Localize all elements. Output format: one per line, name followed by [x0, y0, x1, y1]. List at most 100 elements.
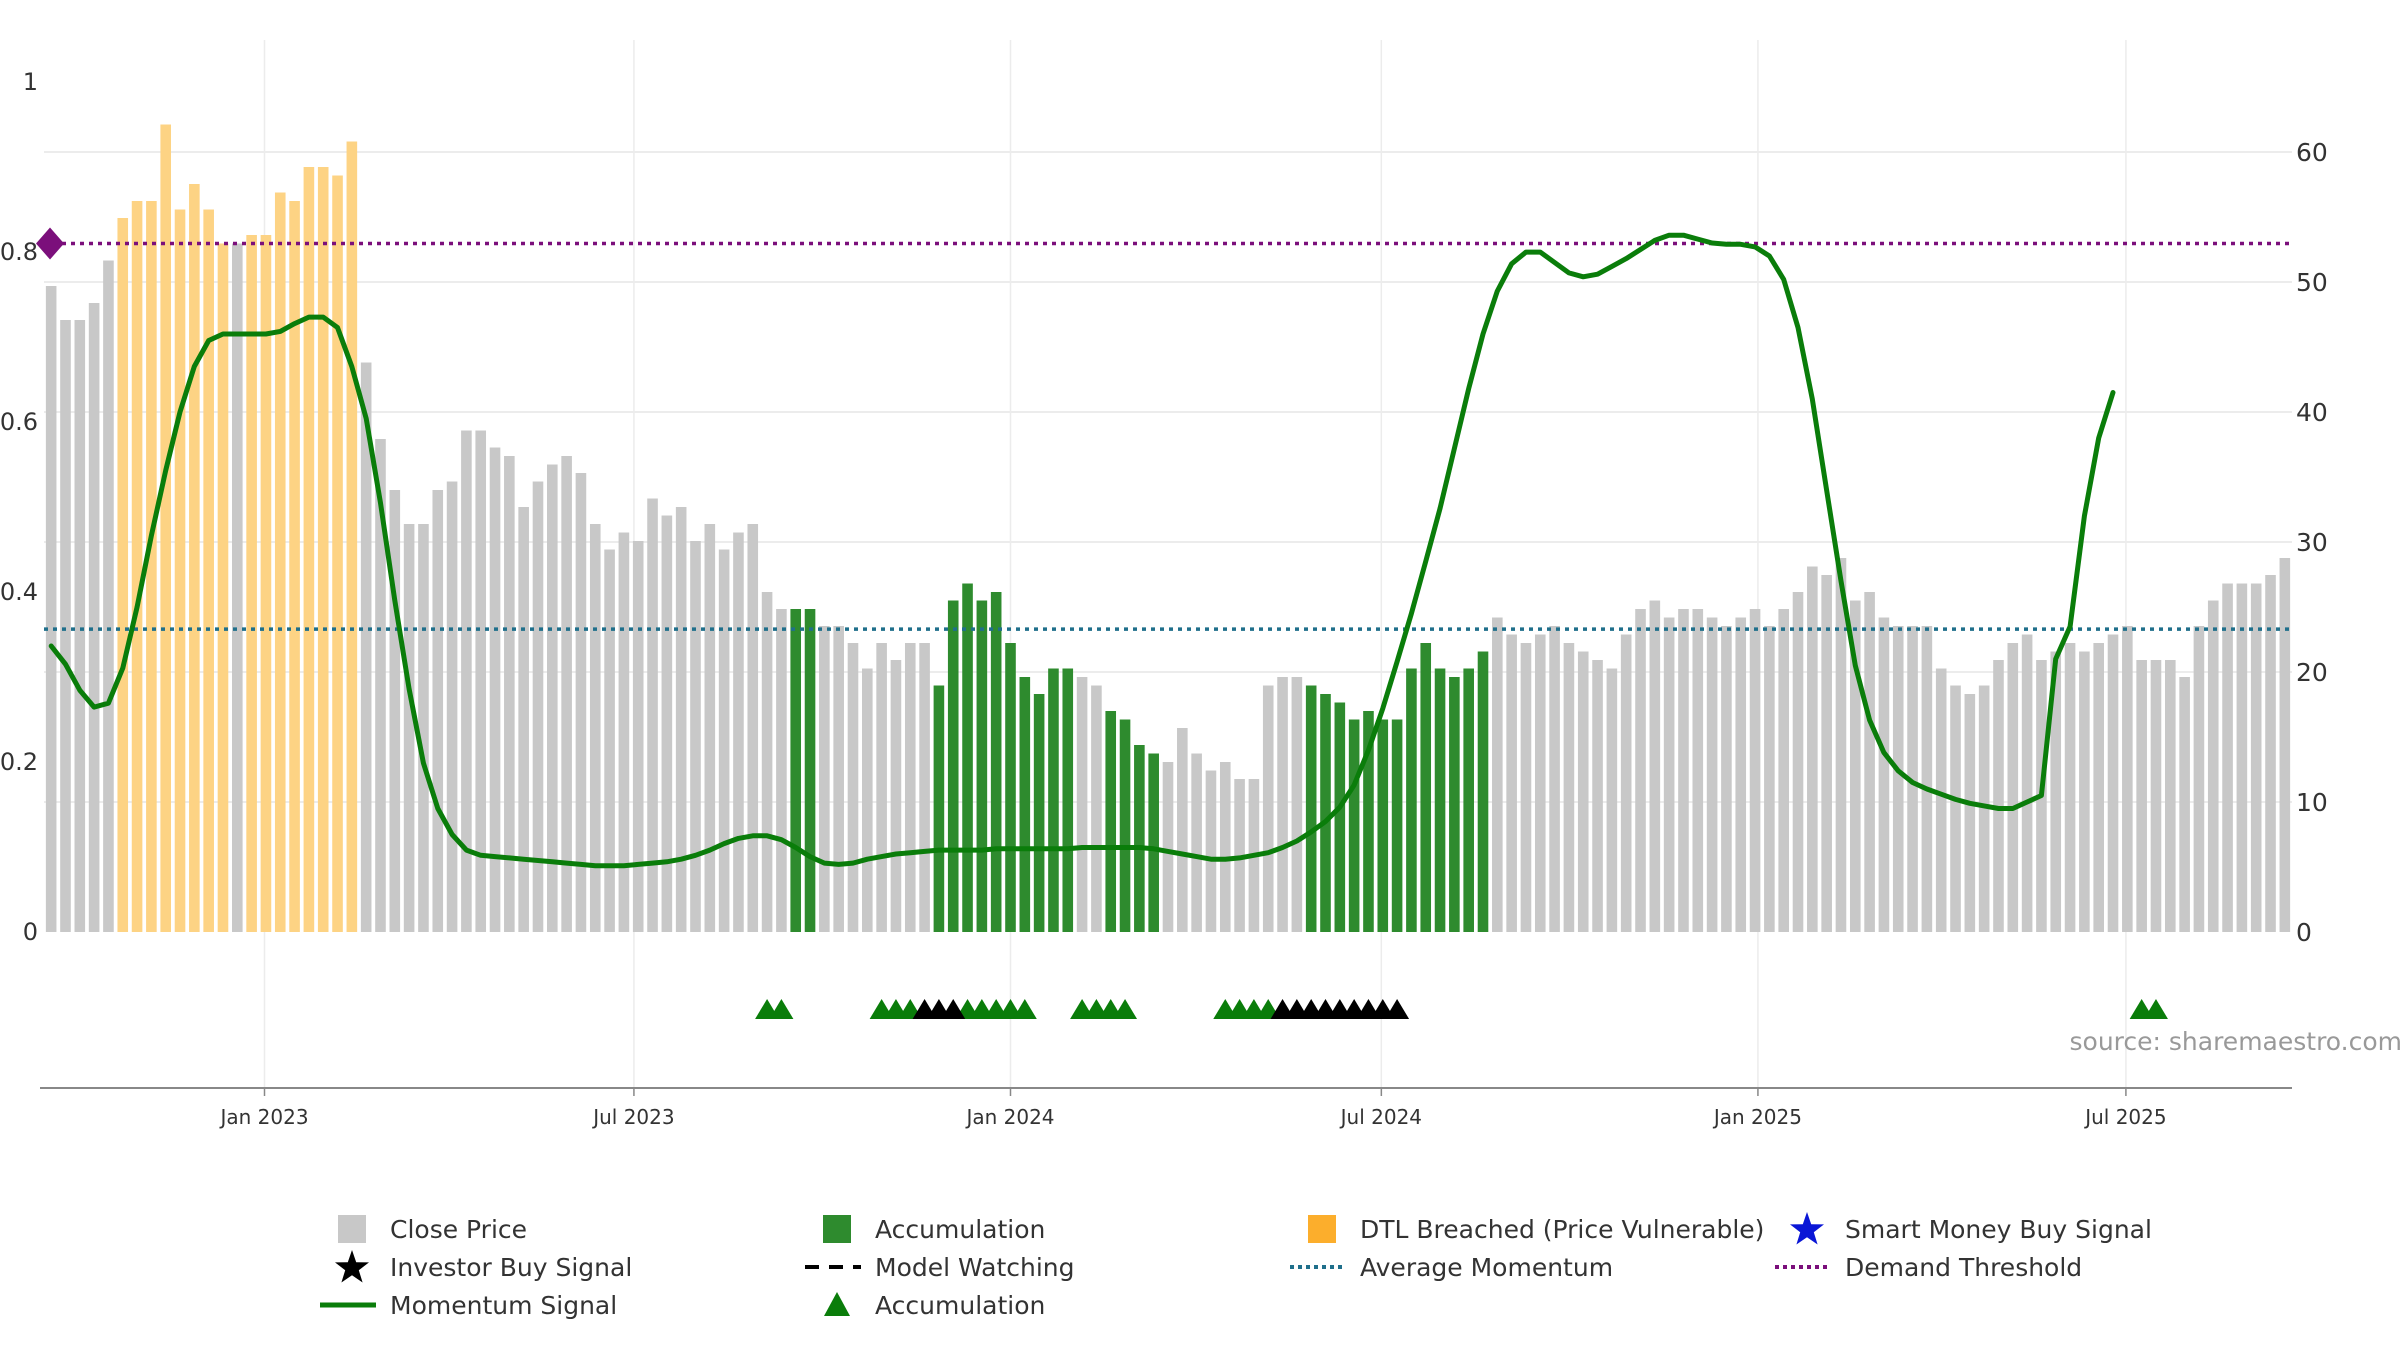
close-price-bar [2279, 558, 2291, 932]
close-price-bar [1792, 592, 1804, 932]
close-price-bar [690, 541, 701, 932]
close-price-bar [1935, 668, 1947, 932]
dtl-breached-bar [189, 184, 200, 932]
dotted-line-icon [1775, 1248, 1831, 1286]
accumulation-bar-swatch [805, 1210, 861, 1248]
close-price-bar [1678, 609, 1689, 932]
close-price-bar [2079, 651, 2090, 932]
close-price-bar [776, 609, 787, 932]
close-price-bar [1735, 617, 1747, 932]
accumulation-bar [1105, 711, 1117, 932]
close-price-bar [532, 481, 544, 932]
legend-accumulation-bar-label: Accumulation [875, 1214, 1046, 1244]
close-price-bar [1520, 643, 1532, 932]
accumulation-bar [1449, 677, 1460, 932]
close-price-bar [647, 498, 658, 932]
close-price-bar [2021, 634, 2033, 932]
left-tick-label: 0.8 [0, 238, 38, 266]
dotted-line-icon [1290, 1248, 1346, 1286]
x-tick-label: Jul 2023 [591, 1105, 674, 1129]
close-price-bar [747, 524, 759, 932]
dtl-breached-bar [174, 209, 186, 932]
x-tick-label: Jul 2024 [1339, 1105, 1422, 1129]
blue-star-icon [1775, 1210, 1831, 1248]
close-price-bar [819, 626, 830, 932]
close-price-bar [489, 447, 501, 932]
legend-dtl-breached: DTL Breached (Price Vulnerable) [1290, 1210, 1764, 1248]
close-price-bar [904, 643, 916, 932]
dtl-breached-bar [260, 235, 272, 932]
close-price-bar [1577, 651, 1589, 932]
accumulation-bar [1363, 711, 1374, 932]
dtl-breached-bar [246, 235, 257, 932]
close-price-bar [833, 626, 844, 932]
legend-demand-threshold-label: Demand Threshold [1845, 1252, 2083, 1282]
triangle-icon [805, 1286, 861, 1324]
dtl-breached-bar [289, 201, 300, 932]
close-price-bar [661, 515, 673, 932]
close-price-bar [461, 430, 472, 932]
close-price-bar [2207, 600, 2219, 932]
dtl-breached-bar [117, 218, 129, 932]
accumulation-bar [1320, 694, 1331, 932]
x-tick-label: Jan 2025 [1712, 1105, 1802, 1129]
close-price-bar [1076, 677, 1088, 932]
close-price-bar [890, 660, 902, 932]
dtl-breached-bar [317, 167, 329, 932]
close-price-bar [1692, 609, 1704, 932]
chart-lines [36, 227, 2292, 869]
close-price-bar [2007, 643, 2019, 932]
accumulation-bar [1334, 702, 1346, 932]
close-price-bar [2064, 643, 2076, 932]
dtl-breached-bar [160, 124, 172, 932]
close-price-bar [1721, 626, 1732, 932]
legend-investor-buy-label: Investor Buy Signal [390, 1252, 633, 1282]
close-price-bar [2265, 575, 2276, 932]
close-price-bar [2050, 651, 2062, 932]
close-price-bar [418, 524, 429, 932]
close-price-bar [561, 456, 572, 932]
right-tick-label: 30 [2296, 528, 2328, 557]
close-price-bar [919, 643, 930, 932]
accumulation-bar [790, 609, 802, 932]
accumulation-marker [769, 999, 794, 1019]
close-price-bar [1807, 566, 1818, 932]
close-price-bar [403, 524, 415, 932]
accumulation-bar [976, 600, 988, 932]
close-price-bar [1978, 685, 1990, 932]
close-price-bar [432, 490, 444, 932]
legend-demand-threshold: Demand Threshold [1775, 1248, 2082, 1286]
legend-close-price: Close Price [320, 1210, 527, 1248]
right-tick-label: 60 [2296, 138, 2328, 167]
accumulation-bar [1420, 643, 1432, 932]
source-label: source: sharemaestro.com [2070, 1027, 2400, 1056]
close-price-bar [1635, 609, 1646, 932]
dtl-breached-swatch [1290, 1210, 1346, 1248]
close-price-bar [45, 286, 57, 932]
legend-model-watching: Model Watching [805, 1248, 1075, 1286]
close-price-bar [1262, 685, 1274, 932]
close-price-bar [1191, 753, 1202, 932]
close-price-bar [1835, 558, 1847, 932]
accumulation-marker [1012, 999, 1037, 1019]
accumulation-bar [1033, 694, 1045, 932]
close-price-bar [1993, 660, 2004, 932]
accumulation-bar [1463, 668, 1474, 932]
close-price-bar [1764, 626, 1775, 932]
close-price-bar [103, 260, 114, 932]
close-price-bar [88, 303, 100, 932]
legend-accumulation-bar: Accumulation [805, 1210, 1045, 1248]
legend-dtl-breached-label: DTL Breached (Price Vulnerable) [1360, 1214, 1765, 1244]
legend-accumulation-marker: Accumulation [805, 1286, 1045, 1324]
close-price-bar [2179, 677, 2190, 932]
close-price-swatch [320, 1210, 376, 1248]
legend-investor-buy: Investor Buy Signal [320, 1248, 632, 1286]
accumulation-bar [804, 609, 816, 932]
accumulation-bar [1348, 719, 1360, 932]
close-price-bar [2250, 583, 2262, 932]
signal-markers [755, 999, 2168, 1019]
close-price-bar [1492, 617, 1503, 932]
left-tick-label: 0 [23, 918, 38, 946]
legend-momentum-signal-label: Momentum Signal [390, 1290, 618, 1320]
